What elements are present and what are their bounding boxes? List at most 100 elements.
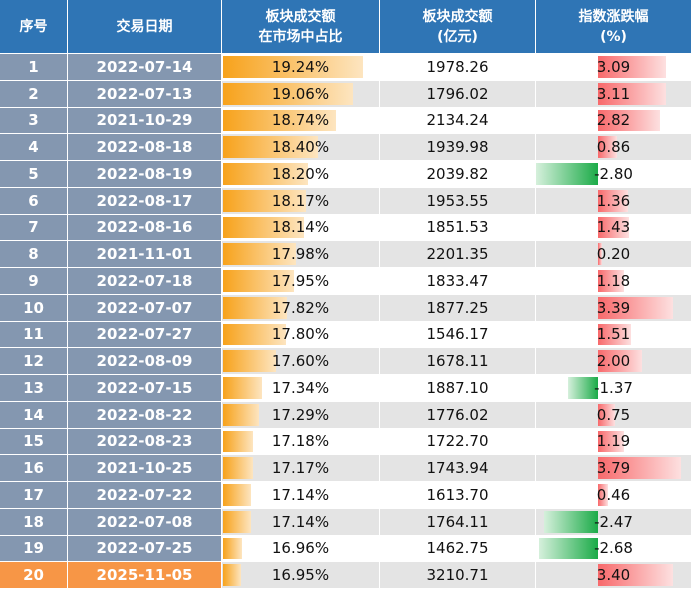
change-bar bbox=[598, 56, 666, 78]
data-cell: 18.40% bbox=[222, 134, 380, 161]
cell-text: 2022-08-16 bbox=[96, 218, 193, 237]
data-cell: 0.86 bbox=[536, 134, 692, 161]
key-cell: 2022-07-15 bbox=[68, 375, 222, 402]
cell-text: 1743.94 bbox=[426, 459, 489, 478]
data-cell: -2.68 bbox=[536, 535, 692, 563]
data-cell: 1.36 bbox=[536, 187, 692, 215]
change-bar bbox=[598, 484, 609, 506]
data-cell: 17.34% bbox=[222, 375, 380, 402]
data-cell: 0.20 bbox=[536, 241, 692, 268]
cell-text: 1.19 bbox=[596, 432, 631, 451]
header-cell: 板块成交额在市场中占比 bbox=[222, 0, 380, 54]
cell-text: -2.68 bbox=[594, 539, 633, 558]
cell-text: 1796.02 bbox=[426, 84, 489, 103]
header-text: (亿元) bbox=[437, 28, 478, 45]
cell-text: 1722.70 bbox=[426, 432, 489, 451]
data-cell: 3210.71 bbox=[380, 562, 536, 589]
cell-text: 14 bbox=[23, 405, 44, 424]
change-bar bbox=[567, 377, 598, 399]
cell-text: 2022-07-18 bbox=[96, 271, 193, 290]
key-cell: 2022-07-25 bbox=[68, 535, 222, 563]
cell-text: 2039.82 bbox=[426, 164, 489, 183]
data-cell: 0.75 bbox=[536, 401, 692, 429]
cell-text: 11 bbox=[23, 325, 44, 344]
key-cell: 2022-07-14 bbox=[68, 54, 222, 81]
data-cell: 1887.10 bbox=[380, 375, 536, 402]
key-cell: 2022-08-09 bbox=[68, 348, 222, 375]
cell-text: 0.75 bbox=[596, 405, 631, 424]
share-bar bbox=[223, 163, 308, 185]
cell-text: 17.98% bbox=[271, 245, 330, 264]
header-text: 在市场中占比 bbox=[258, 28, 343, 45]
cell-text: 20 bbox=[23, 566, 44, 585]
cell-text: -1.37 bbox=[594, 378, 633, 397]
share-bar bbox=[223, 270, 295, 292]
header-cell: 序号 bbox=[0, 0, 68, 54]
header-text: 板块成交额 bbox=[265, 8, 336, 25]
data-cell: 17.18% bbox=[222, 428, 380, 456]
data-cell: 17.29% bbox=[222, 401, 380, 429]
key-cell: 20 bbox=[0, 562, 68, 589]
cell-text: 2022-08-23 bbox=[96, 432, 193, 451]
cell-text: 18.17% bbox=[271, 191, 330, 210]
data-cell: 1877.25 bbox=[380, 294, 536, 322]
cell-text: 1462.75 bbox=[426, 539, 489, 558]
cell-text: 17.18% bbox=[271, 432, 330, 451]
cell-text: 16 bbox=[23, 459, 44, 478]
cell-text: 19.06% bbox=[271, 84, 330, 103]
header-text: 序号 bbox=[19, 18, 48, 35]
cell-text: 1613.70 bbox=[426, 485, 489, 504]
cell-text: 2022-07-22 bbox=[96, 485, 193, 504]
cell-text: 10 bbox=[23, 298, 44, 317]
key-cell: 10 bbox=[0, 294, 68, 322]
data-cell: 1939.98 bbox=[380, 134, 536, 161]
data-cell: 3.39 bbox=[536, 294, 692, 322]
cell-text: 19 bbox=[23, 539, 44, 558]
key-cell: 18 bbox=[0, 508, 68, 536]
cell-text: 8 bbox=[28, 245, 39, 264]
share-bar bbox=[223, 189, 306, 212]
cell-text: 1.43 bbox=[596, 218, 631, 237]
cell-text: 18.40% bbox=[271, 138, 330, 157]
header-cell: 指数涨跌幅 (%) bbox=[536, 0, 692, 54]
cell-text: 1887.10 bbox=[426, 378, 489, 397]
cell-text: -2.47 bbox=[594, 512, 633, 531]
cell-text: 1978.26 bbox=[426, 57, 489, 76]
cell-text: 2021-10-29 bbox=[96, 111, 193, 130]
data-cell: 3.79 bbox=[536, 455, 692, 482]
share-bar bbox=[223, 82, 354, 105]
data-cell: 17.82% bbox=[222, 294, 380, 322]
cell-text: 1776.02 bbox=[426, 405, 489, 424]
cell-text: 1.18 bbox=[596, 271, 631, 290]
change-bar bbox=[598, 136, 617, 158]
header-text: (%) bbox=[600, 28, 627, 45]
cell-text: 6 bbox=[28, 191, 39, 210]
share-bar bbox=[223, 537, 242, 560]
share-bar bbox=[223, 484, 252, 506]
cell-text: 2022-07-14 bbox=[96, 57, 193, 76]
data-cell: 18.17% bbox=[222, 187, 380, 215]
cell-text: 2134.24 bbox=[426, 111, 489, 130]
share-bar bbox=[223, 243, 296, 265]
key-cell: 2022-08-18 bbox=[68, 134, 222, 161]
data-cell: 1776.02 bbox=[380, 401, 536, 429]
data-cell: -2.47 bbox=[536, 508, 692, 536]
cell-text: 2022-07-08 bbox=[96, 512, 193, 531]
cell-text: 1851.53 bbox=[426, 218, 489, 237]
cell-text: 2 bbox=[28, 84, 39, 103]
data-cell: 2.82 bbox=[536, 107, 692, 135]
key-cell: 2022-07-13 bbox=[68, 80, 222, 108]
cell-text: 15 bbox=[23, 432, 44, 451]
cell-text: 3210.71 bbox=[426, 566, 489, 585]
data-cell: 1722.70 bbox=[380, 428, 536, 456]
key-cell: 2021-11-01 bbox=[68, 241, 222, 268]
data-cell: 17.14% bbox=[222, 508, 380, 536]
cell-text: 2.00 bbox=[596, 352, 631, 371]
data-cell: -2.80 bbox=[536, 161, 692, 188]
data-cell: 2.00 bbox=[536, 348, 692, 375]
cell-text: 16.95% bbox=[271, 566, 330, 585]
share-bar bbox=[223, 457, 253, 479]
data-cell: 1.18 bbox=[536, 268, 692, 295]
cell-text: 17.95% bbox=[271, 271, 330, 290]
